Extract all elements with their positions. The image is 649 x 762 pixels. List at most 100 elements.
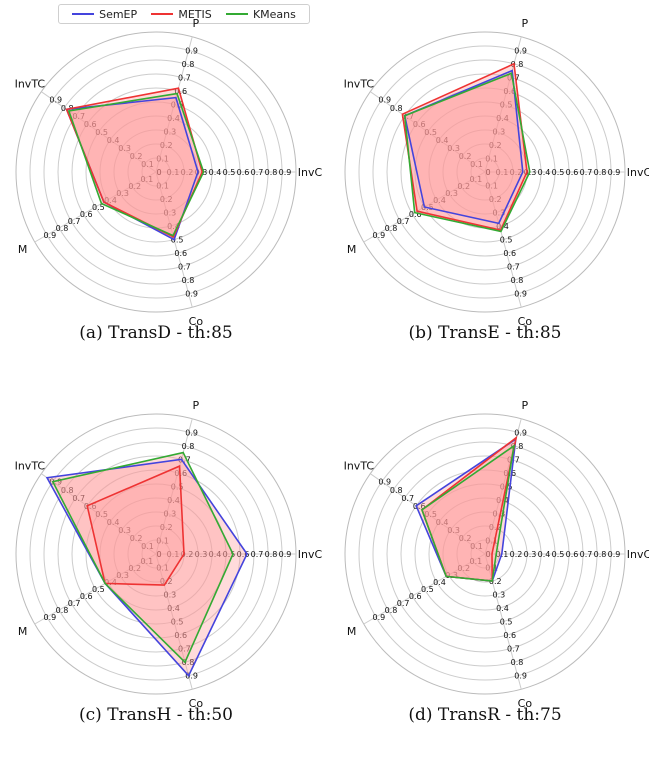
series-fill-semep [47, 459, 247, 676]
axis-label-invc: InvC [627, 166, 649, 179]
series-fill-semep [404, 70, 523, 224]
tick-label: 0.3 [164, 127, 177, 136]
tick-label: 0.6 [503, 249, 516, 258]
tick-label: 0.9 [49, 96, 62, 105]
series-fill-kmeans [421, 445, 514, 582]
tick-label: 0.5 [500, 236, 513, 245]
axis-label-invtc: InvTC [344, 460, 375, 473]
series-fill-semep [416, 439, 516, 582]
tick-label: 0.5 [421, 585, 434, 594]
tick-label: 0.1 [496, 168, 509, 177]
tick-label: 0.2 [489, 523, 502, 532]
tick-label: 0.4 [496, 604, 509, 613]
tick-label: 0.3 [116, 571, 129, 580]
tick-label: 0.8 [385, 606, 398, 615]
tick-label: 0.1 [156, 154, 169, 163]
tick-label: 0.2 [510, 168, 523, 177]
tick-label: 0.9 [378, 96, 391, 105]
tick-label: 0.4 [104, 578, 117, 587]
tick-label: 0.9 [185, 46, 198, 55]
tick-label: 0.6 [409, 210, 422, 219]
tick-label: 0.5 [223, 168, 236, 177]
radar-chart-3: 00.10.20.30.40.50.60.70.80.90 0.1 0.2 0.3 0.… [15, 399, 323, 725]
tick-label: 0 [156, 168, 161, 177]
tick-label: 0.6 [413, 120, 426, 129]
tick-label: 0.3 [118, 144, 131, 153]
tick-label: 0.9 [373, 231, 386, 240]
tick-label: 0.6 [413, 502, 426, 511]
tick-label: 0.4 [107, 518, 120, 527]
tick-label: 0 [156, 168, 161, 177]
spoke-co [484, 171, 522, 308]
legend-label-kmeans: KMeans [252, 7, 296, 21]
tick-label: 0.7 [251, 168, 264, 177]
tick-label: 0.9 [49, 478, 62, 487]
tick-label: 0.6 [174, 249, 187, 258]
tick-label: 0.6 [80, 592, 93, 601]
tick-label: 0.7 [72, 494, 85, 503]
tick-label: 0.4 [209, 550, 222, 559]
tick-label: 0.6 [174, 469, 187, 478]
axis-label-p: P [522, 17, 529, 30]
tick-label: 0.5 [223, 550, 236, 559]
spoke-p [155, 418, 193, 555]
tick-label: 0.1 [141, 175, 154, 184]
tick-label: 0.1 [485, 154, 498, 163]
tick-label: 0.3 [524, 550, 537, 559]
tick-label: 0.8 [182, 442, 195, 451]
tick-label: 0.7 [178, 455, 191, 464]
tick-label: 0.9 [378, 478, 391, 487]
radar-chart-2: 00.10.20.30.40.50.60.70.80.90 0.1 0.2 0.3 0.… [344, 17, 649, 343]
tick-label: 0.6 [174, 631, 187, 640]
tick-label: 0 [156, 168, 161, 177]
tick-label: 0.2 [457, 182, 470, 191]
tick-label: 0.9 [514, 46, 527, 55]
axis-label-m: M [18, 243, 28, 256]
tick-label: 0.2 [128, 564, 141, 573]
tick-label: 0.4 [496, 114, 509, 123]
tick-label: 0.7 [507, 263, 520, 272]
chart-caption: (d) TransR - th:75 [408, 705, 561, 725]
tick-label: 0.5 [95, 128, 108, 137]
tick-label: 0.2 [510, 550, 523, 559]
tick-label: 0.5 [500, 100, 513, 109]
tick-label: 0.2 [160, 523, 173, 532]
axis-label-p: P [193, 399, 200, 412]
tick-label: 0.8 [265, 168, 278, 177]
tick-label: 0.9 [44, 231, 57, 240]
tick-label: 0.1 [141, 160, 154, 169]
tick-label: 0.2 [457, 564, 470, 573]
series-fill-metis [421, 437, 517, 582]
tick-label: 0.3 [493, 591, 506, 600]
tick-label: 0.2 [160, 195, 173, 204]
axis-label-invtc: InvTC [15, 460, 46, 473]
tick-label: 0.6 [84, 502, 97, 511]
tick-label: 0.3 [118, 526, 131, 535]
tick-label: 0.3 [116, 189, 129, 198]
series-fill-metis [402, 63, 527, 231]
spoke-invtc [41, 91, 157, 173]
spoke-invtc [370, 91, 486, 173]
spoke-m [363, 553, 486, 625]
tick-label: 0.1 [470, 160, 483, 169]
tick-label: 0 [485, 168, 490, 177]
axis-label-co: Co [189, 315, 204, 328]
tick-label: 0.9 [608, 168, 621, 177]
tick-label: 0.5 [552, 168, 565, 177]
tick-label: 0.5 [424, 510, 437, 519]
tick-label: 0.7 [401, 494, 414, 503]
tick-label: 0.3 [445, 571, 458, 580]
tick-label: 0.8 [182, 60, 195, 69]
tick-label: 0 [156, 550, 161, 559]
axis-label-co: Co [518, 697, 533, 710]
tick-label: 0.3 [493, 209, 506, 218]
tick-label: 0.3 [164, 209, 177, 218]
tick-label: 0 [156, 550, 161, 559]
tick-label: 0.8 [56, 224, 69, 233]
tick-label: 0.2 [489, 195, 502, 204]
tick-label: 0.2 [459, 152, 472, 161]
spoke-p [484, 36, 522, 173]
tick-label: 0.7 [397, 599, 410, 608]
tick-label: 0.7 [178, 73, 191, 82]
tick-label: 0.3 [445, 189, 458, 198]
